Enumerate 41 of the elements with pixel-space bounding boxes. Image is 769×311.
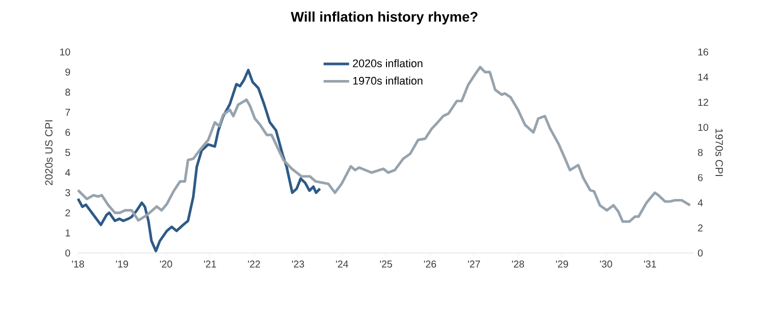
x-tick-label: '24 (336, 260, 348, 268)
y2-tick-label: 6 (698, 174, 703, 182)
y-tick-label: 4 (65, 169, 70, 176)
y2-tick-label: 12 (698, 98, 708, 106)
x-tick-label: '31 (644, 260, 656, 268)
y-tick-label: 8 (65, 88, 70, 96)
x-tick-label: '18 (72, 260, 84, 268)
x-tick-label: '19 (116, 260, 128, 268)
y2-tick-label: 14 (698, 74, 708, 81)
line-series (76, 68, 322, 252)
y-axis-title: 2020s US CPI (45, 120, 53, 186)
x-tick-label: '29 (556, 260, 568, 268)
y2-axis-title: 1970s CPI (715, 128, 723, 176)
y-tick-label: 0 (65, 249, 70, 257)
y-tick-label: 1 (66, 229, 70, 236)
y-tick-label: 5 (65, 149, 70, 156)
y-tick-label: 10 (60, 48, 70, 56)
y-tick-label: 9 (65, 68, 70, 76)
x-tick-label: '23 (292, 260, 304, 268)
y2-tick-label: 4 (698, 199, 703, 206)
chart-title: Will inflation history rhyme? (290, 11, 478, 24)
line-series (76, 66, 692, 223)
y-tick-label: 3 (65, 189, 70, 196)
x-tick-label: '25 (380, 260, 392, 268)
y2-tick-label: 10 (698, 124, 708, 131)
y2-tick-label: 0 (698, 249, 703, 257)
y-tick-label: 7 (65, 108, 70, 116)
y2-tick-label: 16 (698, 48, 708, 56)
x-tick-label: '20 (160, 260, 172, 268)
y2-tick-label: 2 (698, 224, 703, 232)
x-tick-label: '30 (600, 260, 612, 268)
y-tick-label: 2 (65, 209, 70, 216)
x-tick-label: '22 (248, 260, 260, 268)
y-tick-label: 6 (65, 128, 70, 136)
x-tick-label: '26 (424, 260, 436, 268)
y2-tick-label: 8 (698, 148, 703, 156)
x-tick-label: '27 (468, 260, 480, 268)
legend-label: 2020s inflation (352, 59, 422, 68)
legend-label: 1970s inflation (353, 76, 422, 85)
x-tick-label: '28 (512, 260, 524, 268)
x-tick-label: '21 (204, 260, 216, 268)
